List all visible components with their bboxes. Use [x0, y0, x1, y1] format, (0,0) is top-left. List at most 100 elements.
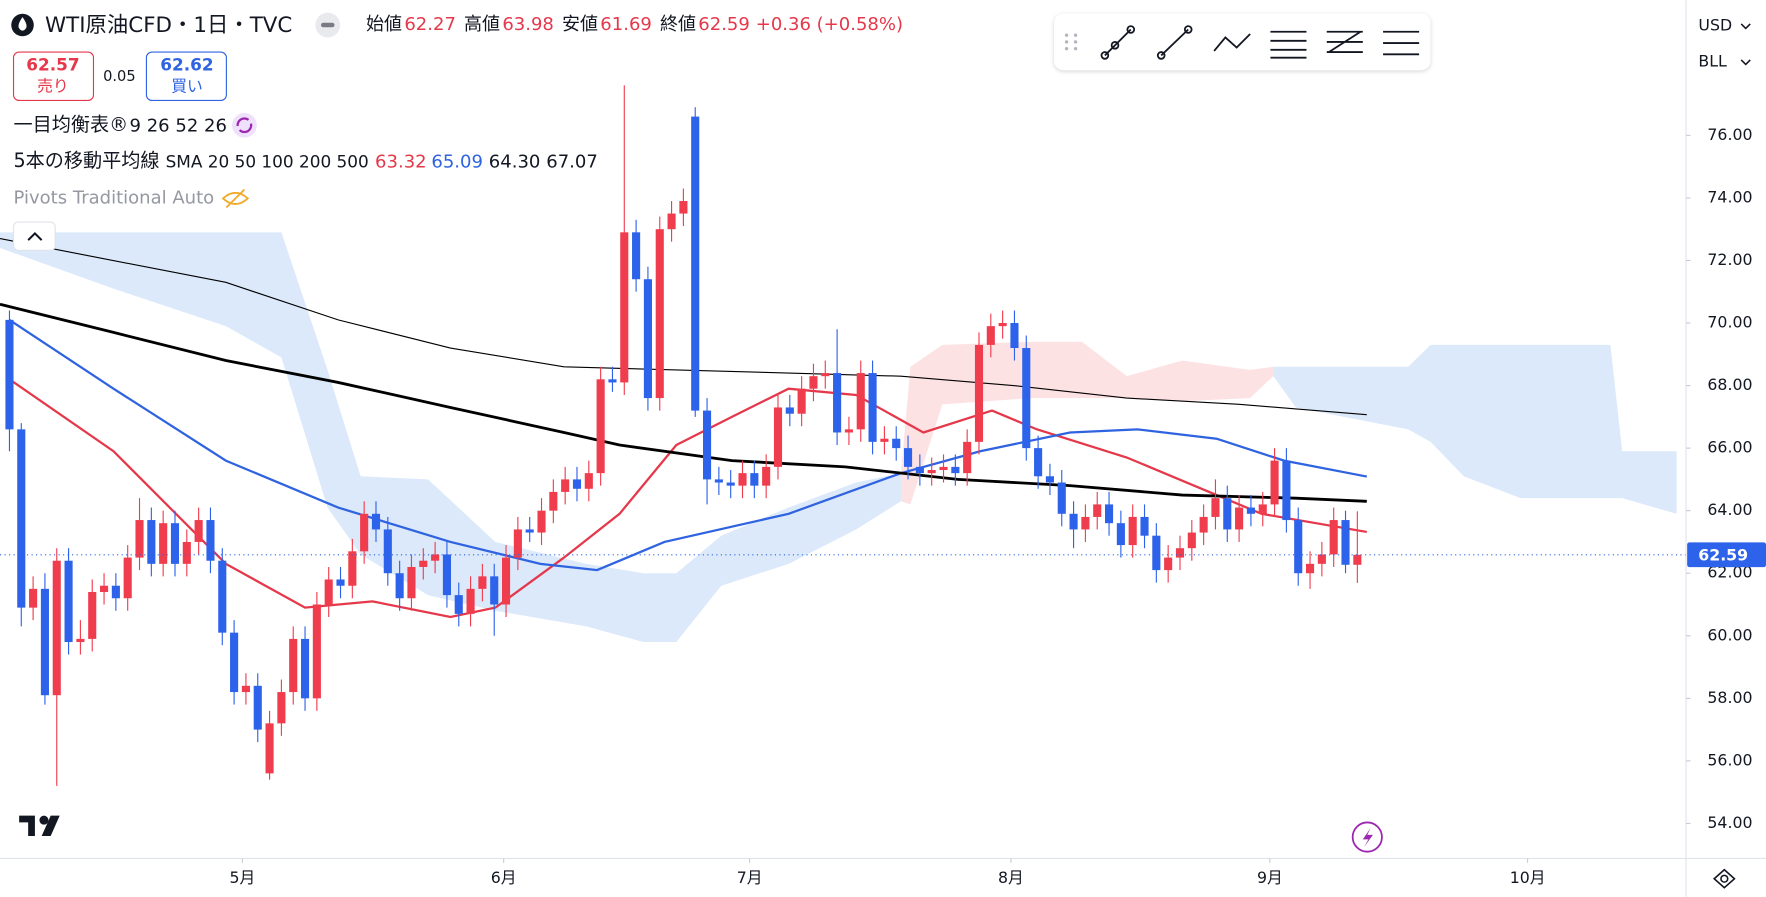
ichimoku-params: 9 26 52 26: [130, 115, 227, 136]
unit-chevron: [1740, 59, 1751, 66]
candle-body: [1341, 520, 1350, 565]
tool-parallel[interactable]: [1270, 30, 1307, 59]
candle-body: [691, 116, 700, 411]
candle-body: [833, 373, 842, 433]
candle-body: [856, 373, 865, 430]
candle-body: [1081, 516, 1090, 530]
candle-body: [608, 379, 617, 383]
legend-toggle[interactable]: [12, 221, 56, 251]
candle-body: [549, 491, 558, 511]
close-value: 62.59: [698, 14, 750, 35]
symbol-icon-drop: [18, 17, 27, 31]
candle-body: [1152, 535, 1161, 571]
candle-body: [194, 520, 203, 542]
candle-body: [64, 560, 73, 643]
plot-area: [0, 85, 1687, 786]
legend-toggle-icon: [27, 231, 43, 241]
candle-body: [1223, 498, 1232, 530]
candle-body: [88, 591, 97, 639]
ichimoku-cloud: [900, 341, 1274, 505]
y-tick-label: 58.00: [1707, 688, 1752, 707]
ma-params: SMA 20 50 100 200 500: [166, 151, 369, 171]
candle-body: [395, 573, 404, 599]
currency[interactable]: USD: [1698, 16, 1732, 35]
currency-chevron: [1740, 23, 1751, 30]
candle-body: [1069, 513, 1078, 530]
collapse-icon: [320, 22, 335, 28]
candle-body: [289, 638, 298, 693]
candle-body: [1116, 523, 1125, 546]
candle-body: [40, 588, 49, 696]
candle-body: [702, 410, 712, 480]
symbol-title[interactable]: WTI原油CFD・1日・TVC: [45, 13, 292, 38]
candle-body: [206, 520, 215, 561]
high-label: 高値: [464, 14, 500, 35]
candle-body: [714, 479, 723, 483]
sell-label: 売り: [37, 76, 69, 95]
sell-button[interactable]: [12, 51, 95, 102]
moving-average: [0, 302, 1367, 503]
settings-icon[interactable]: [1713, 868, 1736, 889]
y-tick-label: 62.00: [1707, 563, 1752, 582]
y-tick-label: 74.00: [1707, 187, 1752, 206]
y-tick-label: 64.00: [1707, 500, 1752, 519]
ichimoku-label[interactable]: 一目均衡表®: [14, 113, 129, 136]
tool-fib[interactable]: [1383, 30, 1420, 56]
candle-body: [880, 438, 889, 442]
pivots-label[interactable]: Pivots Traditional Auto: [14, 187, 215, 208]
ichimoku-icon[interactable]: [232, 112, 257, 138]
candle-body: [892, 438, 901, 449]
candle-body: [52, 560, 61, 696]
ma-label[interactable]: 5本の移動平均線: [14, 149, 160, 172]
candle-body: [643, 279, 652, 399]
tool-regression[interactable]: [1326, 30, 1363, 53]
tool-trend-line[interactable]: [1100, 25, 1136, 60]
y-tick-label: 56.00: [1707, 750, 1752, 769]
candle-body: [951, 466, 960, 474]
buy-price: 62.62: [160, 55, 213, 75]
candle-body: [537, 510, 546, 533]
candle-body: [490, 576, 499, 605]
hidden-icon[interactable]: [221, 188, 250, 209]
candle-body: [513, 529, 522, 558]
candle-body: [1305, 563, 1315, 574]
x-tick-label: 9月: [1257, 868, 1283, 887]
candle-body: [135, 520, 144, 558]
candle-body: [821, 373, 830, 377]
candle-body: [1140, 516, 1149, 536]
tv-logo[interactable]: [19, 815, 60, 836]
buy-button[interactable]: [145, 51, 227, 102]
candle-body: [1128, 516, 1137, 546]
candle-body: [750, 473, 759, 486]
candle-body: [1270, 460, 1279, 505]
candle-body: [632, 232, 641, 280]
candle-body: [431, 554, 440, 561]
candle-body: [300, 638, 310, 699]
candle-body: [1329, 520, 1338, 555]
candle-body: [1246, 507, 1255, 514]
candle-body: [1010, 323, 1019, 349]
moving-average: [8, 318, 1368, 572]
y-tick-label: 72.00: [1707, 250, 1752, 269]
candle-body: [111, 585, 120, 599]
tool-ray[interactable]: [1156, 25, 1193, 60]
candle-body: [726, 482, 735, 486]
tool-path[interactable]: [1213, 33, 1251, 52]
x-tick-label: 5月: [229, 868, 255, 887]
candle-body: [738, 473, 747, 486]
candle-body: [939, 466, 948, 471]
candle-body: [655, 229, 664, 399]
candle-body: [170, 523, 180, 564]
unit[interactable]: BLL: [1698, 52, 1727, 71]
y-tick-label: 76.00: [1707, 125, 1752, 144]
x-tick-label: 8月: [998, 868, 1024, 887]
buy-label: 買い: [171, 76, 203, 95]
open-value: 62.27: [404, 14, 456, 35]
candle-body: [1294, 520, 1303, 574]
candle-body: [218, 560, 227, 633]
candle-body: [797, 388, 806, 414]
candle-body: [1187, 532, 1196, 549]
candle-body: [762, 466, 771, 486]
candle-body: [159, 523, 168, 564]
candle-body: [241, 685, 250, 693]
